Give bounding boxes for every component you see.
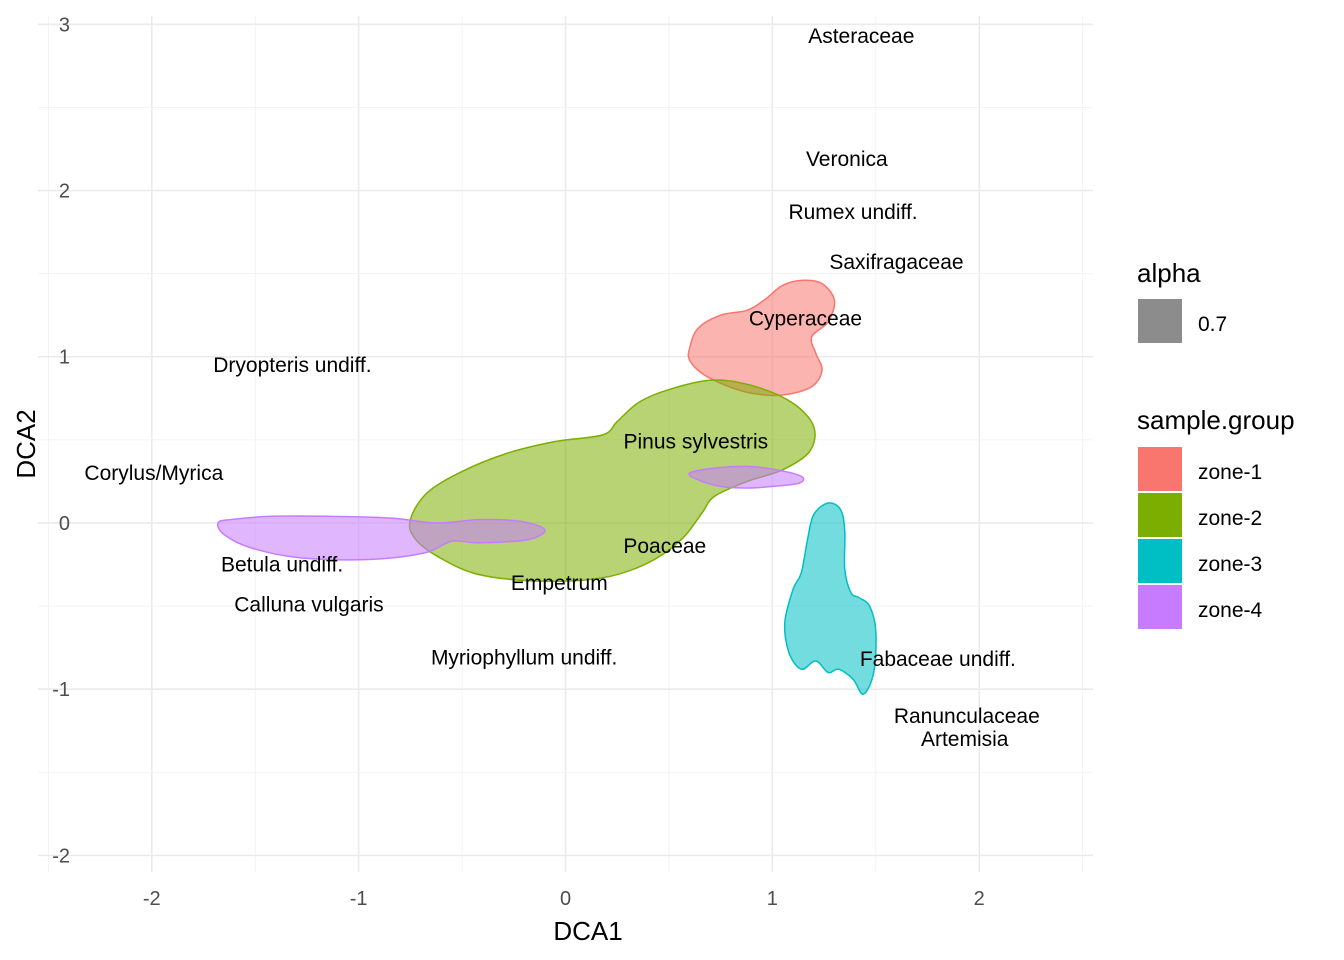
y-tick-label: -1 [52,679,70,701]
taxon-label: Ranunculaceae [894,705,1040,728]
legend-key-zone-2 [1138,493,1182,537]
legend-alpha-key [1138,299,1182,343]
x-tick-label: 0 [560,888,571,910]
y-tick-label: -2 [52,845,70,867]
y-tick-label: 2 [59,181,70,203]
taxon-label: Dryopteris undiff. [213,354,371,377]
taxon-label: Asteraceae [808,25,914,48]
region-zone-1 [687,279,836,397]
x-axis-title: DCA1 [553,916,622,946]
axis-ticks: -2 -1 0 1 2 -2 -1 0 1 2 3 [52,14,985,910]
taxon-labels: Asteraceae Veronica Rumex undiff. Saxifraga… [84,25,1039,751]
legend-group-keys: zone-1 zone-2 zone-3 zone-4 [1138,447,1263,629]
region-zone-4 [216,515,546,561]
legend-label-zone-4: zone-4 [1198,599,1263,622]
x-tick-label: 1 [767,888,778,910]
taxon-label: Empetrum [511,572,608,595]
taxon-label: Artemisia [921,728,1009,751]
taxon-label: Myriophyllum undiff. [431,647,617,670]
legend-label-zone-3: zone-3 [1198,553,1262,576]
legend-key-zone-3 [1138,539,1182,583]
legend-key-zone-4 [1138,585,1182,629]
taxon-label: Corylus/Myrica [84,462,223,485]
x-tick-label: -1 [350,888,368,910]
taxon-label: Poaceae [623,535,706,558]
taxon-label: Cyperaceae [749,308,862,331]
legend-alpha-title: alpha [1137,258,1201,288]
legend-label-zone-2: zone-2 [1198,507,1262,530]
legend-key-zone-1 [1138,447,1182,491]
x-tick-label: -2 [143,888,161,910]
taxon-label: Betula undiff. [221,554,343,577]
legend-alpha-label: 0.7 [1198,313,1227,336]
zone-regions [216,279,877,695]
taxon-label: Veronica [806,148,888,171]
legend: alpha 0.7 sample.group zone-1zone-2zone-… [1137,258,1295,629]
region-zone-3 [783,502,877,695]
y-axis-title: DCA2 [11,409,41,478]
legend-group-title: sample.group [1137,405,1295,435]
y-tick-label: 0 [59,513,70,535]
taxon-label: Calluna vulgaris [234,593,383,616]
y-tick-label: 1 [59,347,70,369]
taxon-label: Saxifragaceae [829,251,963,274]
region-zone-4 [688,465,805,489]
taxon-label: Rumex undiff. [788,201,917,224]
legend-label-zone-1: zone-1 [1198,461,1262,484]
y-tick-label: 3 [59,14,70,36]
taxon-label: Pinus sylvestris [623,431,768,454]
x-tick-label: 2 [974,888,985,910]
taxon-label: Fabaceae undiff. [860,648,1016,671]
